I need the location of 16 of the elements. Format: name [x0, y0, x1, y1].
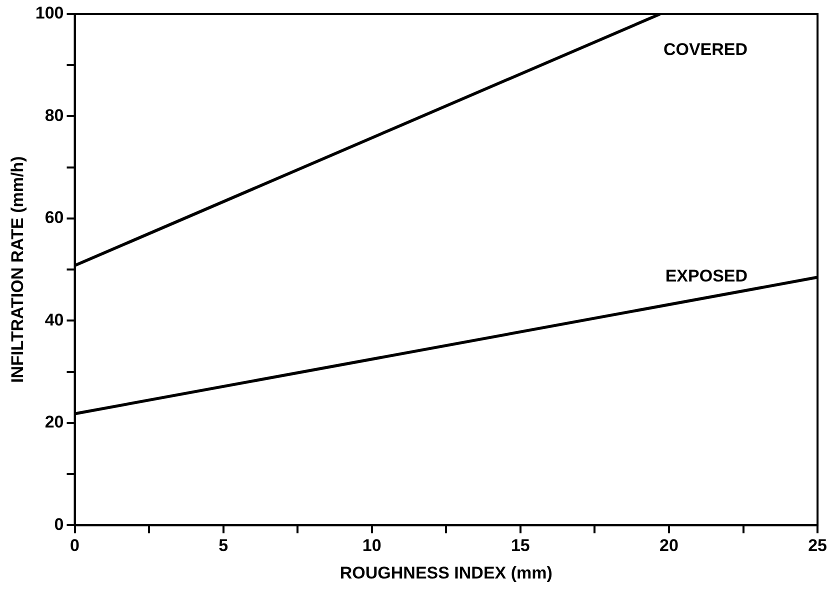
y-tick-label: 20	[44, 412, 64, 432]
y-tick-label: 60	[44, 208, 64, 228]
x-tick-label: 5	[218, 536, 228, 556]
y-tick-label: 40	[44, 310, 64, 330]
series-label: COVERED	[663, 40, 748, 60]
y-tick-label: 80	[44, 106, 64, 125]
x-tick-label: 15	[510, 536, 530, 556]
y-axis-title: INFILTRATION RATE (mm/h)	[8, 156, 27, 383]
x-tick-label: 25	[808, 536, 828, 556]
x-tick-label: 0	[70, 536, 80, 556]
series-label: EXPOSED	[665, 266, 748, 286]
x-tick-label: 10	[362, 536, 382, 556]
x-axis-title: ROUGHNESS INDEX (mm)	[340, 563, 552, 582]
y-tick-label: 100	[35, 4, 64, 23]
x-tick-label: 20	[660, 536, 678, 556]
y-tick-label: 0	[54, 514, 64, 534]
